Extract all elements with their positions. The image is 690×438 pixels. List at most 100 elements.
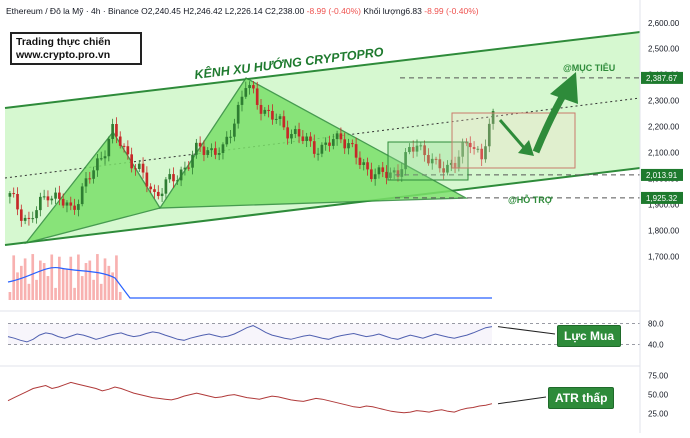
- volume-bar: [99, 283, 103, 300]
- volume-bar: [61, 269, 65, 300]
- projection-arrowhead-down: [518, 140, 534, 156]
- candle-body: [183, 167, 187, 170]
- target-label: @MỤC TIÊU: [563, 62, 615, 73]
- candle-body: [54, 192, 57, 199]
- price-label-text: 1,925.32: [646, 194, 678, 203]
- candle-body: [354, 144, 358, 158]
- candle-body: [8, 193, 12, 197]
- candle-body: [465, 142, 468, 144]
- candle-body: [274, 118, 278, 120]
- candle-body: [491, 111, 495, 124]
- candle-body: [156, 191, 160, 197]
- candle-body: [160, 193, 164, 197]
- candle-body: [339, 133, 343, 140]
- atr-line: [7, 381, 493, 414]
- brand-line-2: www.crypto.pro.vn: [16, 49, 111, 61]
- candle-body: [255, 88, 259, 105]
- candle-body: [263, 109, 267, 114]
- target-box: [451, 112, 576, 169]
- candle-body: [331, 139, 335, 146]
- price-label-text: 2,013.91: [646, 171, 678, 180]
- volume-bar: [115, 255, 118, 300]
- candle-body: [225, 136, 229, 145]
- projection-leg-down: [498, 119, 528, 151]
- chart-header: Ethereum / Đô la Mỹ · 4h · Binance O2,24…: [6, 6, 479, 16]
- candle-body: [214, 148, 217, 155]
- channel-upper-line: [4, 31, 641, 109]
- candle-body: [404, 152, 407, 170]
- candle-body: [198, 142, 202, 147]
- volume-bar: [96, 254, 99, 300]
- candle-body: [126, 146, 130, 155]
- candle-body: [449, 162, 453, 165]
- candle-body: [96, 158, 99, 171]
- candle-body: [457, 156, 461, 168]
- triangle-pattern-1: [24, 130, 162, 245]
- candle-body: [137, 163, 141, 170]
- candle-body: [267, 109, 270, 111]
- support-label: @HỖ TRỢ: [508, 194, 553, 205]
- candle-body: [118, 136, 122, 146]
- symbol-title[interactable]: Ethereum / Đô la Mỹ · 4h · Binance: [6, 6, 139, 16]
- candle-body: [419, 145, 423, 147]
- open-value: O2,240.45: [141, 6, 181, 16]
- volume-ma-line: [7, 266, 492, 299]
- candle-body: [293, 129, 297, 134]
- candle-body: [122, 145, 126, 147]
- candle-body: [453, 162, 457, 168]
- volume-bar: [80, 276, 84, 300]
- candle-body: [164, 179, 168, 194]
- candle-body: [392, 170, 396, 173]
- candle-body: [107, 138, 111, 157]
- candle-body: [427, 155, 430, 164]
- brand-box: Trading thực chiến www.crypto.pro.vn: [10, 32, 142, 65]
- candle-body: [175, 180, 179, 182]
- price-axis: 2,600.002,500.002,400.002,300.002,200.00…: [639, 0, 683, 433]
- volume-bar: [27, 283, 31, 300]
- price-tick-label: 2,200.00: [648, 123, 680, 132]
- candle-body: [297, 129, 301, 137]
- volume-bar: [19, 265, 23, 300]
- candle-body: [191, 154, 194, 168]
- candle-body: [229, 136, 232, 138]
- volume-value: 6.83: [405, 6, 422, 16]
- candle-body: [50, 198, 54, 201]
- candle-body: [320, 144, 324, 154]
- volume-bar: [23, 258, 27, 300]
- candle-body: [99, 158, 103, 160]
- candle-body: [252, 85, 255, 89]
- candles: [8, 80, 495, 227]
- candle-body: [103, 156, 107, 159]
- candle-body: [23, 217, 27, 221]
- candle-body: [389, 172, 392, 178]
- candle-body: [69, 202, 73, 206]
- atr-pane: [0, 365, 640, 414]
- candle-body: [350, 143, 354, 145]
- candle-body: [484, 146, 487, 160]
- candle-body: [145, 172, 149, 187]
- candle-body: [130, 154, 133, 169]
- candle-body: [373, 174, 377, 180]
- candle-body: [111, 124, 114, 139]
- candle-body: [27, 217, 31, 219]
- candle-body: [286, 127, 289, 139]
- candle-body: [240, 96, 244, 105]
- candle-body: [385, 171, 388, 178]
- projection-arrowhead-up: [550, 72, 578, 104]
- atr-tick-label: 25.00: [648, 410, 669, 419]
- candle-body: [282, 116, 286, 128]
- price-tick-label: 2,600.00: [648, 19, 680, 28]
- low-value: L2,226.14: [224, 6, 263, 16]
- volume-bar: [35, 279, 38, 300]
- candle-body: [153, 189, 156, 192]
- candle-body: [446, 164, 449, 173]
- volume-pane: [7, 254, 492, 300]
- atr-tick-label: 75.00: [648, 372, 669, 381]
- drawings: [387, 72, 640, 199]
- rsi-line: [7, 325, 493, 343]
- change-value: -8.99 (-0.40%): [306, 6, 361, 16]
- candle-body: [335, 133, 339, 140]
- candle-body: [58, 192, 61, 199]
- candle-body: [61, 198, 65, 206]
